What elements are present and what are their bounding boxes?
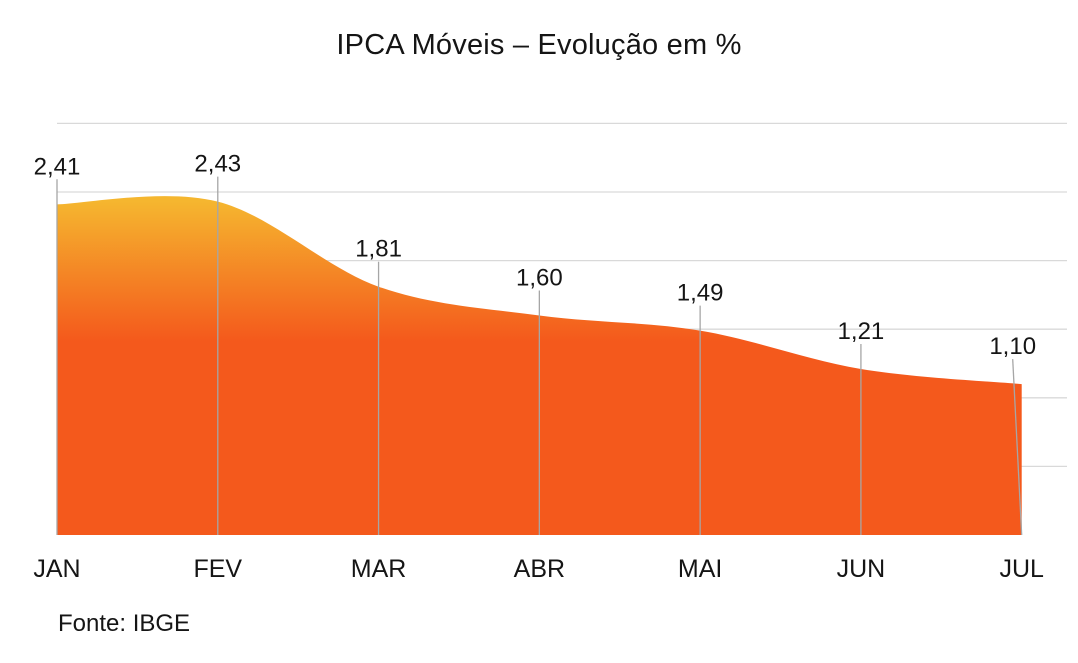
- data-labels: 2,41 2,43 1,81 1,60 1,49 1,21 1,10: [34, 151, 1036, 361]
- x-axis-label: MAR: [351, 555, 407, 583]
- x-axis-label: ABR: [514, 555, 565, 583]
- data-label: 1,60: [516, 265, 563, 292]
- x-axis-label: FEV: [193, 555, 242, 583]
- x-axis-labels: JAN FEV MAR ABR MAI JUN JUL: [33, 555, 1044, 583]
- data-label: 2,41: [34, 153, 81, 180]
- data-label: 2,43: [194, 151, 241, 178]
- x-axis-label: JUN: [837, 555, 886, 583]
- chart-title: IPCA Móveis – Evolução em %: [336, 29, 742, 61]
- leader-line: [1012, 359, 1023, 536]
- data-label: 1,49: [677, 280, 724, 307]
- data-label: 1,21: [838, 318, 885, 345]
- x-axis-label: JAN: [33, 555, 80, 583]
- leader-lines: [56, 176, 1023, 536]
- data-label: 1,81: [355, 236, 402, 263]
- data-label: 1,10: [989, 333, 1036, 360]
- source-note: Fonte: IBGE: [58, 610, 191, 637]
- x-axis-label: MAI: [678, 555, 722, 583]
- x-axis-label: JUL: [999, 555, 1044, 583]
